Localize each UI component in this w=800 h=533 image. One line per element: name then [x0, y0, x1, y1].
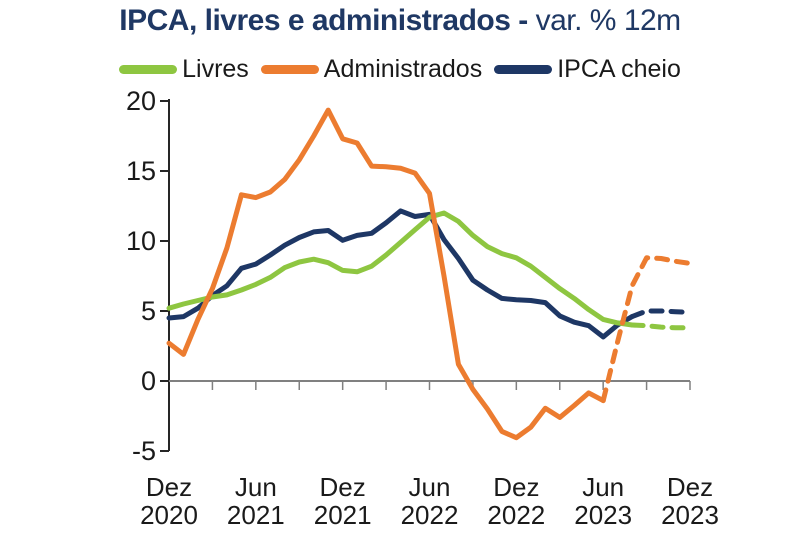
x-axis-month-label: Dez: [146, 472, 192, 502]
legend-item-administrados: Administrados: [260, 54, 483, 84]
chart-title-units: var. % 12m: [527, 4, 682, 37]
series-ipca-cheio-solid-line: [166, 208, 635, 340]
series-livres-solid-line: [166, 210, 635, 328]
chart-title-bold: IPCA, livres e administrados -: [119, 4, 528, 37]
x-axis-month-label: Jun: [409, 472, 451, 502]
legend-label-ipca-cheio: IPCA cheio: [557, 54, 681, 83]
x-axis-month-label: Dez: [493, 472, 539, 502]
y-axis-tick-label: 5: [141, 296, 156, 326]
series-administrados-solid-line: [166, 107, 606, 441]
livres-line-swatch-icon: [119, 64, 178, 74]
y-axis-tick-label: -5: [132, 436, 156, 466]
x-axis-year-label: 2022: [487, 500, 545, 530]
x-axis-year-label: 2023: [661, 500, 719, 530]
x-axis-year-label: 2023: [574, 500, 632, 530]
y-axis-tick-label: 20: [126, 86, 156, 116]
series-livres-forecast-dashed-line: [629, 322, 693, 331]
legend-label-administrados: Administrados: [323, 54, 483, 83]
series-ipca-cheio-forecast-dashed-line: [629, 308, 693, 320]
x-axis-year-label: 2020: [140, 500, 198, 530]
legend-item-ipca-cheio: IPCA cheio: [494, 55, 681, 84]
y-axis-tick-label: 10: [126, 226, 156, 256]
chart-title: IPCA, livres e administrados - var. % 12…: [0, 4, 800, 38]
ipca-cheio-line-swatch-icon: [494, 64, 553, 74]
y-axis-tick-label: 0: [141, 366, 156, 396]
x-axis-year-label: 2022: [401, 500, 459, 530]
x-axis-month-label: Jun: [235, 472, 277, 502]
x-axis-month-label: Dez: [667, 472, 713, 502]
chart-legend: Livres Administrados IPCA cheio: [0, 54, 800, 84]
x-axis-year-label: 2021: [227, 500, 285, 530]
x-axis-year-label: 2021: [314, 500, 372, 530]
x-axis-month-label: Jun: [582, 472, 624, 502]
x-axis-month-label: Dez: [320, 472, 366, 502]
administrados-line-swatch-icon: [260, 64, 319, 74]
legend-item-livres: Livres: [119, 55, 249, 84]
series-administrados-forecast-dashed-line: [600, 255, 693, 404]
y-axis-tick-label: 15: [126, 156, 156, 186]
legend-label-livres: Livres: [182, 54, 249, 83]
